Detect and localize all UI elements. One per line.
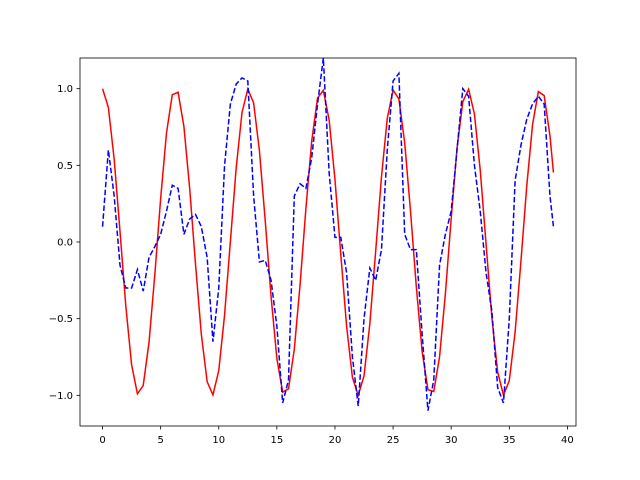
y-tick-label: −1.0 <box>49 391 73 402</box>
x-tick-label: 40 <box>561 435 574 446</box>
x-tick-label: 0 <box>99 435 105 446</box>
y-tick-label: 0.5 <box>57 161 73 172</box>
x-tick-label: 5 <box>157 435 163 446</box>
series-line <box>101 58 555 411</box>
y-tick-label: 0.0 <box>57 238 73 249</box>
y-tick-label: −0.5 <box>49 314 73 325</box>
y-tick-label: 1.0 <box>57 84 73 95</box>
x-tick-label: 35 <box>503 435 516 446</box>
x-tick-label: 15 <box>270 435 283 446</box>
x-tick-label: 30 <box>445 435 458 446</box>
x-tick-label: 25 <box>387 435 400 446</box>
series-line <box>101 86 555 398</box>
x-tick-label: 10 <box>212 435 225 446</box>
x-tick-label: 20 <box>329 435 342 446</box>
